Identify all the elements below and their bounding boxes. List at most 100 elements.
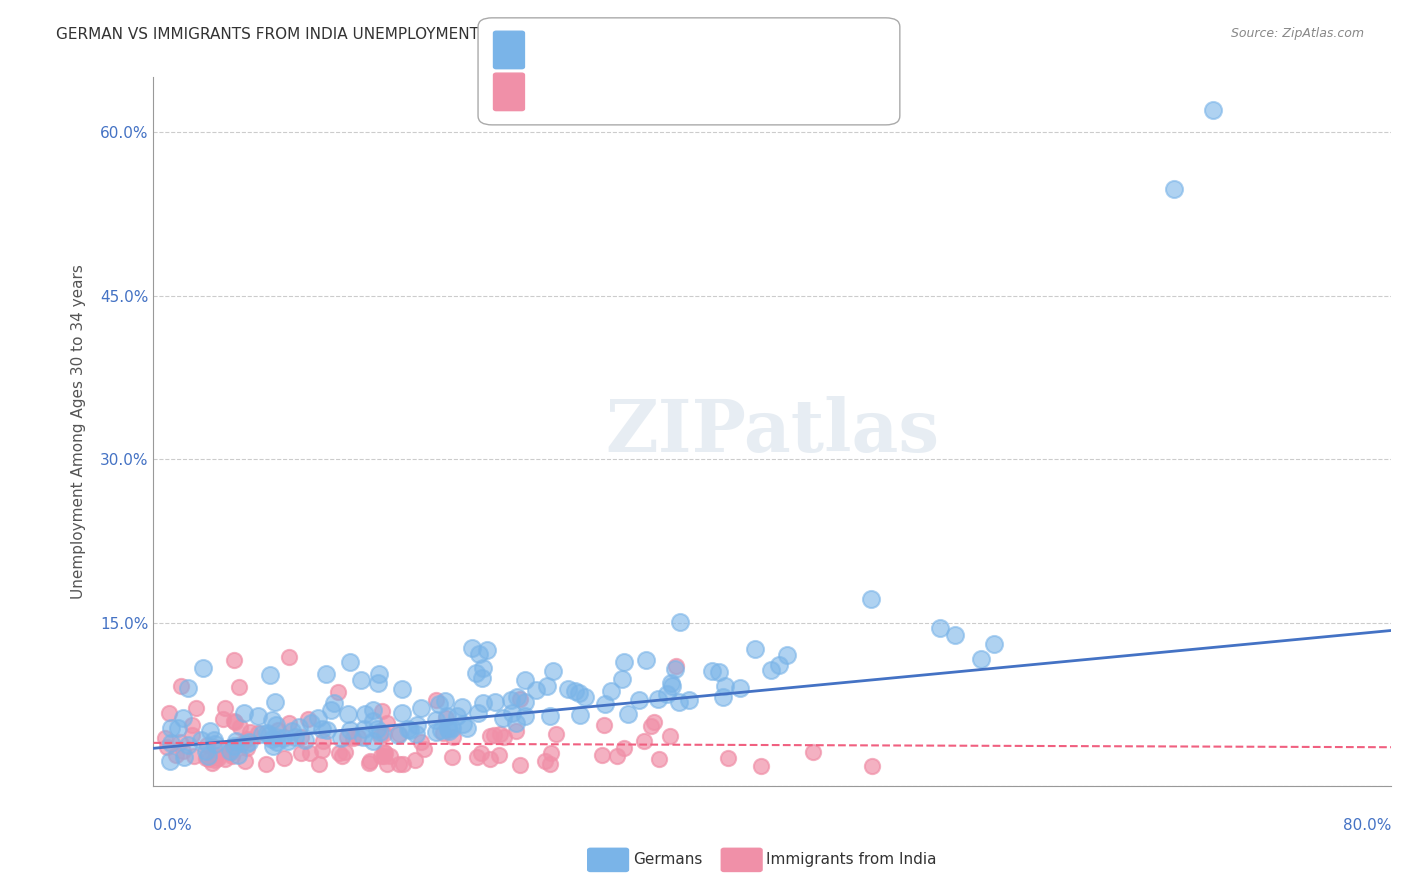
Point	[776, 648, 799, 662]
Point	[232, 706, 254, 720]
Point	[367, 667, 389, 681]
Point	[546, 727, 568, 741]
Point	[501, 706, 523, 721]
Point	[205, 748, 228, 763]
Point	[172, 744, 194, 758]
Point	[246, 709, 269, 723]
Point	[238, 735, 260, 749]
Point	[226, 748, 249, 763]
Point	[488, 747, 510, 762]
Point	[219, 744, 242, 758]
Point	[707, 665, 730, 679]
Point	[375, 715, 398, 730]
Point	[294, 732, 316, 747]
Point	[405, 727, 427, 741]
Point	[564, 684, 586, 698]
Point	[190, 733, 212, 747]
Point	[406, 718, 429, 732]
Point	[661, 679, 683, 693]
Point	[198, 752, 221, 766]
Point	[184, 701, 207, 715]
Point	[333, 745, 356, 759]
Point	[479, 729, 502, 743]
Point	[387, 729, 409, 743]
Point	[361, 733, 384, 747]
Point	[373, 748, 395, 763]
Point	[538, 709, 561, 723]
Text: 0.0%: 0.0%	[153, 818, 193, 833]
Point	[165, 747, 187, 762]
Point	[277, 734, 299, 748]
Point	[264, 730, 287, 744]
Point	[700, 664, 723, 678]
Point	[235, 754, 257, 768]
Point	[361, 703, 384, 717]
Point	[440, 721, 463, 735]
Point	[648, 752, 671, 766]
Point	[264, 717, 287, 731]
Point	[929, 622, 952, 636]
Point	[983, 637, 1005, 651]
Point	[262, 713, 284, 727]
Point	[195, 738, 218, 752]
Point	[263, 696, 285, 710]
Point	[717, 751, 740, 765]
Point	[574, 690, 596, 704]
Point	[277, 715, 299, 730]
Point	[353, 706, 375, 721]
Point	[668, 695, 690, 709]
Point	[1202, 103, 1225, 118]
Point	[396, 722, 419, 736]
Y-axis label: Unemployment Among Ages 30 to 34 years: Unemployment Among Ages 30 to 34 years	[72, 265, 86, 599]
Text: GERMAN VS IMMIGRANTS FROM INDIA UNEMPLOYMENT AMONG AGES 30 TO 34 YEARS CORRELATI: GERMAN VS IMMIGRANTS FROM INDIA UNEMPLOY…	[56, 27, 889, 42]
Point	[524, 683, 547, 698]
Point	[319, 703, 342, 717]
Point	[224, 714, 246, 729]
Point	[297, 712, 319, 726]
Point	[640, 719, 662, 733]
Point	[655, 687, 678, 701]
Point	[288, 720, 311, 734]
Point	[373, 745, 395, 759]
Point	[173, 750, 195, 764]
Point	[749, 759, 772, 773]
Point	[262, 739, 284, 754]
Point	[337, 706, 360, 721]
Point	[664, 662, 686, 676]
Point	[368, 729, 391, 743]
Point	[568, 708, 591, 723]
Point	[299, 715, 322, 730]
Point	[446, 709, 468, 723]
Point	[613, 655, 636, 669]
Text: R =  0.315   N = 141: R = 0.315 N = 141	[513, 45, 685, 59]
Point	[198, 724, 221, 739]
Point	[308, 757, 330, 772]
Point	[388, 727, 411, 741]
Point	[266, 734, 288, 748]
Point	[371, 704, 394, 718]
Point	[221, 740, 243, 755]
Point	[311, 723, 333, 737]
Point	[943, 627, 966, 641]
Point	[761, 663, 783, 677]
Point	[346, 731, 368, 745]
Point	[312, 734, 335, 748]
Point	[388, 756, 411, 771]
Point	[207, 751, 229, 765]
Point	[374, 746, 396, 760]
Point	[219, 743, 242, 757]
Point	[538, 756, 561, 771]
Point	[278, 650, 301, 665]
Point	[567, 685, 589, 699]
Point	[368, 725, 391, 739]
Point	[634, 653, 657, 667]
Point	[471, 671, 494, 685]
Point	[744, 642, 766, 657]
Text: 80.0%: 80.0%	[1343, 818, 1391, 833]
Point	[505, 715, 527, 730]
Point	[290, 730, 312, 744]
Point	[219, 746, 242, 760]
Point	[478, 752, 501, 766]
Point	[359, 756, 381, 771]
Point	[221, 748, 243, 763]
